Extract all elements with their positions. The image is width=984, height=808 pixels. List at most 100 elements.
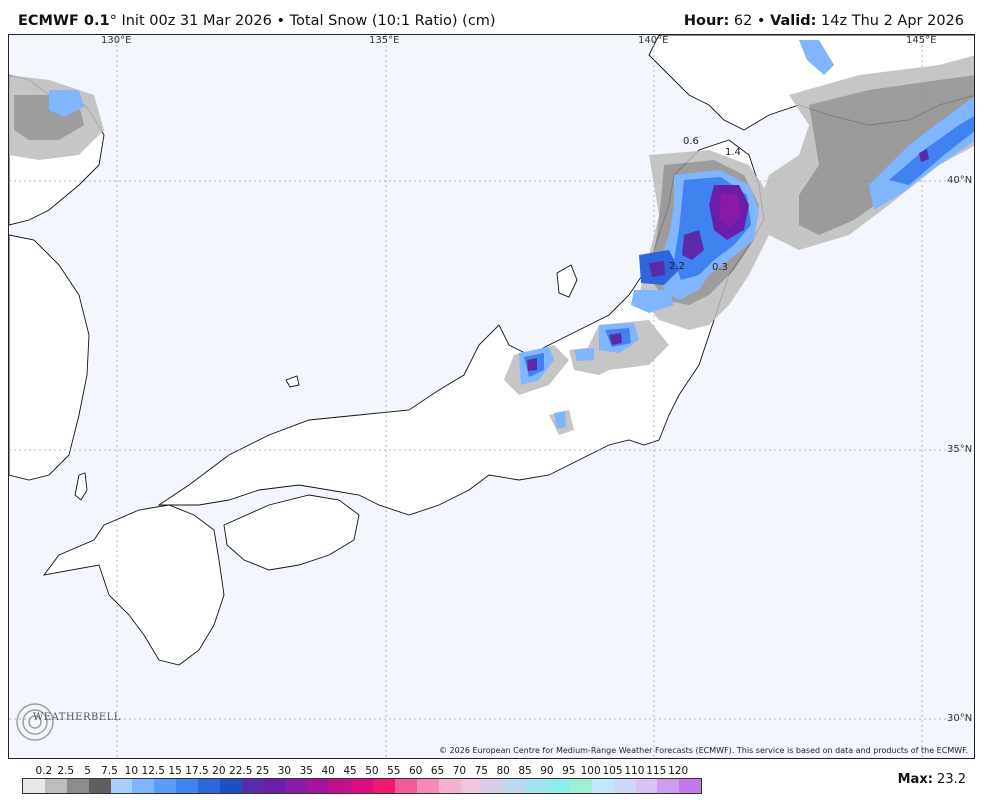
legend-label: 2.5	[57, 765, 75, 777]
copyright-notice: © 2026 European Centre for Medium-Range …	[439, 746, 968, 755]
contour-label-0-3: 0.3	[712, 262, 728, 273]
valid-value: 14z Thu 2 Apr 2026	[821, 13, 964, 29]
legend-label: 115	[646, 765, 667, 777]
legend-swatch	[394, 779, 417, 793]
weatherbell-logo: WEATHERBELL	[13, 700, 120, 744]
legend-label: 10	[124, 765, 139, 777]
lat-label-30: 30°N	[947, 713, 973, 724]
legend-label: 20	[212, 765, 226, 777]
legend-label: 120	[668, 765, 689, 777]
legend-label: 105	[602, 765, 623, 777]
legend-swatch	[44, 779, 67, 793]
legend-swatch	[504, 779, 527, 793]
legend-swatch	[635, 779, 658, 793]
snow-map: 130°E 135°E 140°E 145°E 40°N 35°N 30°N 0…	[8, 34, 975, 759]
lon-label-135: 135°E	[369, 35, 400, 46]
init-time: Init 00z 31 Mar 2026	[121, 13, 272, 29]
legend-swatch	[416, 779, 439, 793]
lat-label-35: 35°N	[947, 444, 973, 455]
legend-label: 65	[430, 765, 445, 777]
legend-label: 55	[387, 765, 401, 777]
legend-label: 12.5	[141, 765, 165, 777]
legend-label: 50	[365, 765, 379, 777]
legend-swatch	[657, 779, 680, 793]
legend-label: 75	[474, 765, 488, 777]
legend-swatch	[613, 779, 636, 793]
lon-label-130: 130°E	[101, 35, 132, 46]
legend-label: 60	[408, 765, 423, 777]
legend-label: 30	[277, 765, 292, 777]
legend-label: 5	[84, 765, 91, 777]
legend-label: 70	[452, 765, 467, 777]
degree-symbol: °	[109, 13, 117, 29]
legend-swatch	[569, 779, 592, 793]
legend-color-bar	[22, 778, 702, 794]
tsushima-island	[74, 472, 88, 501]
legend-swatch	[219, 779, 242, 793]
legend-label: 85	[518, 765, 532, 777]
kyushu-landmass	[42, 504, 225, 666]
legend-swatch	[438, 779, 461, 793]
color-legend: 0.2 2.5 5 7.5 10 12.5 15 17.5 20 22.5 25 30 35 40 45 50…	[22, 765, 702, 795]
legend-label: 80	[496, 765, 510, 777]
legend-label: 90	[540, 765, 554, 777]
legend-swatch	[351, 779, 373, 793]
legend-label: 45	[343, 765, 357, 777]
legend-swatch	[132, 779, 155, 793]
legend-swatch	[460, 779, 483, 793]
swirl-logo-icon	[16, 703, 54, 741]
legend-swatch	[548, 779, 570, 793]
legend-swatch	[241, 779, 264, 793]
lat-label-40: 40°N	[947, 175, 973, 186]
legend-label: 7.5	[101, 765, 118, 777]
legend-swatch	[482, 779, 505, 793]
legend-swatch	[66, 779, 89, 793]
legend-swatch	[110, 779, 133, 793]
legend-label: 40	[321, 765, 335, 777]
legend-label: 25	[255, 765, 270, 777]
valid-label: Valid:	[770, 13, 817, 29]
map-title: ECMWF 0.1° Init 00z 31 Mar 2026 • Total …	[18, 13, 496, 29]
legend-swatch	[263, 779, 286, 793]
legend-swatch	[591, 779, 614, 793]
max-label: Max:	[897, 772, 933, 787]
valid-separator: •	[756, 13, 766, 29]
contour-label-2-2: 2.2	[669, 261, 685, 272]
legend-label: 17.5	[185, 765, 209, 777]
legend-swatch	[176, 779, 198, 793]
legend-labels: 0.2 2.5 5 7.5 10 12.5 15 17.5 20 22.5 25 30 35 40 45 50…	[22, 765, 702, 779]
legend-swatch	[154, 779, 177, 793]
legend-swatch	[23, 779, 45, 793]
shikoku-landmass	[223, 494, 360, 571]
legend-label: 15	[168, 765, 182, 777]
contour-label-1-4: 1.4	[725, 147, 741, 158]
valid-time-info: Hour: 62 • Valid: 14z Thu 2 Apr 2026	[684, 13, 964, 29]
contour-label-0-6: 0.6	[683, 136, 699, 147]
max-number: 23.2	[937, 772, 966, 787]
legend-swatch	[198, 779, 220, 793]
snow-shading-purple	[527, 149, 929, 371]
map-header: ECMWF 0.1° Init 00z 31 Mar 2026 • Total …	[0, 0, 984, 34]
title-separator: •	[276, 13, 286, 29]
legend-swatch	[679, 779, 702, 793]
legend-swatch	[88, 779, 111, 793]
lon-label-145: 145°E	[906, 35, 937, 46]
logo-text: WEATHERBELL	[33, 712, 121, 723]
lon-label-140: 140°E	[638, 35, 669, 46]
hour-label: Hour:	[683, 13, 730, 29]
legend-label: 22.5	[229, 765, 253, 777]
product-name: Total Snow (10:1 Ratio) (cm)	[289, 13, 496, 29]
legend-label: 0.2	[35, 765, 53, 777]
legend-swatch	[373, 779, 395, 793]
legend-swatch	[329, 779, 352, 793]
legend-swatch	[285, 779, 308, 793]
legend-label: 110	[624, 765, 645, 777]
sado-island	[556, 264, 578, 298]
hour-value: 62	[733, 13, 753, 29]
model-name: ECMWF 0.1	[18, 13, 110, 29]
legend-swatch	[307, 779, 330, 793]
legend-label: 100	[580, 765, 601, 777]
map-canvas	[9, 35, 974, 758]
legend-label: 95	[562, 765, 576, 777]
legend-label: 35	[299, 765, 313, 777]
